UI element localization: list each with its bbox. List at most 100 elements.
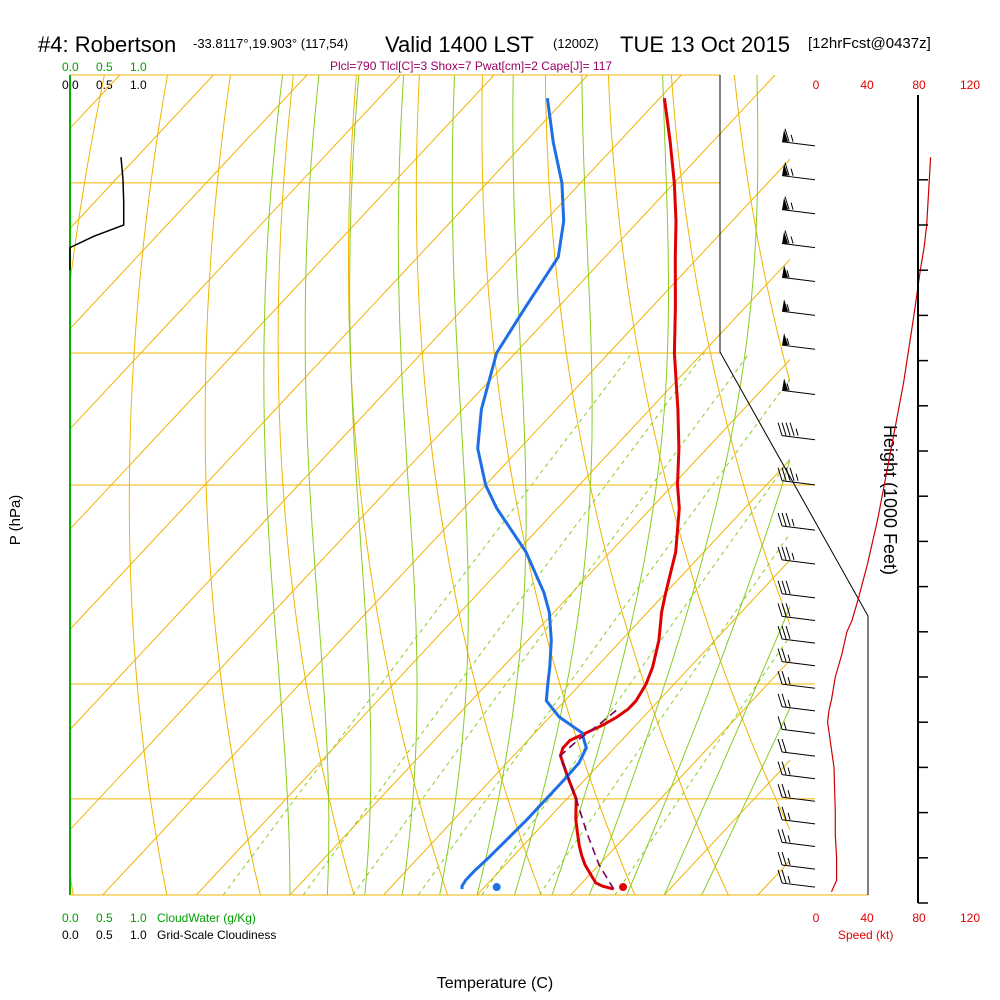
- wind-barb-half-flag: [786, 270, 790, 278]
- wind-barb-flag: [781, 546, 787, 561]
- wind-barb-flag: [781, 580, 787, 594]
- wind-barb-half-flag: [786, 383, 790, 391]
- wind-barb: [777, 829, 816, 847]
- cloud-bottom-green-1: 0.5: [96, 911, 113, 925]
- wind-barb-flag: [781, 625, 787, 640]
- wind-barb-staff: [782, 175, 816, 181]
- isotherm-line: [0, 75, 26, 895]
- wind-barb-flag: [777, 671, 783, 685]
- wind-barb-staff: [782, 751, 816, 757]
- speed-label: Speed (kt): [838, 928, 893, 942]
- moist-adiabat-line: [588, 75, 759, 895]
- cloud-scale-bottom: 0.0 0.5 1.0 CloudWater (g/Kg) 0.0 0.5 1.…: [62, 911, 276, 942]
- wind-barb-staff: [782, 525, 816, 531]
- wind-barb-flag: [785, 603, 791, 617]
- cloud-top-green-1: 0.5: [96, 60, 113, 74]
- wind-barb-staff: [782, 864, 816, 870]
- wind-barb-staff: [782, 638, 816, 644]
- wind-barb: [782, 128, 816, 147]
- wind-barb-staff: [782, 683, 816, 689]
- cloudiness-line: [69, 157, 125, 271]
- wind-barb-half-flag: [787, 654, 791, 662]
- dry-adiabat-line: [986, 75, 1000, 895]
- wind-barb-half-flag: [791, 552, 795, 561]
- wind-barb-flag: [784, 230, 790, 244]
- wind-barb-pennant: [782, 231, 789, 244]
- mixing-ratio-line: [481, 458, 790, 895]
- wind-barb-staff: [782, 344, 816, 350]
- surface-temperature-marker: [619, 883, 628, 892]
- wind-barb: [782, 299, 816, 316]
- isotherm-line: [476, 559, 790, 895]
- wind-barb-half-flag: [790, 168, 794, 176]
- wind-barb-pennant: [782, 197, 789, 210]
- wind-barb: [777, 467, 816, 486]
- isotherm-line: [70, 75, 214, 230]
- wind-barb-flag: [784, 128, 790, 142]
- mixing-ratio-line: [222, 352, 633, 895]
- wind-panel: [777, 128, 932, 892]
- wind-barb-pennant: [782, 265, 789, 278]
- wind-barb: [782, 196, 816, 215]
- speed-top-1: 40: [860, 78, 874, 92]
- dry-adiabat-line: [128, 75, 168, 895]
- wind-barb-staff: [782, 276, 816, 282]
- cloudiness-label: Grid-Scale Cloudiness: [157, 928, 276, 942]
- wind-barb: [777, 806, 816, 825]
- wind-barb-staff: [782, 819, 816, 825]
- wind-barb-flag: [781, 851, 787, 866]
- wind-barb-pennant: [782, 129, 789, 142]
- wind-barb-staff: [782, 242, 816, 249]
- wind-barb-flag: [777, 546, 783, 561]
- wind-barb-flag: [781, 671, 787, 685]
- wind-barb: [777, 603, 816, 621]
- wind-barb: [777, 716, 816, 734]
- dry-adiabat-line: [277, 75, 355, 895]
- mixing-ratio-line: [614, 635, 790, 895]
- mixing-ratio-line: [538, 532, 790, 895]
- cloud-bottom-black-2: 1.0: [130, 928, 147, 942]
- station-title: #4: Robertson: [38, 32, 176, 57]
- wind-barb-staff: [782, 480, 816, 486]
- wind-barb: [777, 784, 816, 802]
- wind-barb: [777, 761, 816, 780]
- parcel-profile-line: [559, 708, 619, 890]
- wind-barb-half-flag: [786, 304, 790, 312]
- wind-barb-flag: [777, 603, 783, 617]
- wind-barb: [777, 512, 816, 531]
- wind-barb-half-flag: [787, 812, 791, 820]
- wind-barb-flag: [777, 761, 783, 775]
- wind-speed-line: [826, 157, 932, 892]
- dry-adiabat-line: [204, 75, 261, 895]
- mixing-ratio-line: [302, 352, 706, 895]
- wind-barb-flag: [777, 512, 783, 527]
- temperature-profile-line: [558, 98, 681, 891]
- speed-bottom-1: 40: [860, 911, 874, 925]
- wind-barb-flag: [784, 196, 790, 210]
- speed-bottom-3: 120: [960, 911, 980, 925]
- wind-barb: [777, 422, 816, 441]
- station-coords: -33.8117°,19.903° (117,54): [193, 36, 348, 51]
- wind-barb-staff: [782, 141, 816, 147]
- wind-barb-staff: [782, 435, 816, 441]
- valid-date: TUE 13 Oct 2015: [620, 32, 790, 57]
- wind-barb: [777, 851, 816, 870]
- wind-barb: [782, 230, 816, 249]
- dry-adiabat-line: [415, 75, 542, 895]
- wind-barb-staff: [782, 774, 816, 780]
- wind-barb-flag: [785, 512, 791, 527]
- wind-barb-flag: [789, 467, 795, 481]
- wind-barb-staff: [782, 593, 816, 599]
- speed-bottom-0: 0: [813, 911, 820, 925]
- wind-barb-flag: [777, 625, 783, 640]
- wind-barb-flag: [777, 648, 783, 662]
- wind-barb-pennant: [782, 299, 789, 312]
- forecast-label: [12hrFcst@0437z]: [808, 35, 931, 52]
- wind-barb: [777, 869, 816, 888]
- wind-barb: [777, 693, 816, 712]
- cloud-top-black-2: 1.0: [130, 78, 147, 92]
- wind-barb-flag: [781, 648, 787, 662]
- dry-adiabat-line: [923, 75, 1000, 895]
- moist-adiabat-line: [439, 75, 469, 895]
